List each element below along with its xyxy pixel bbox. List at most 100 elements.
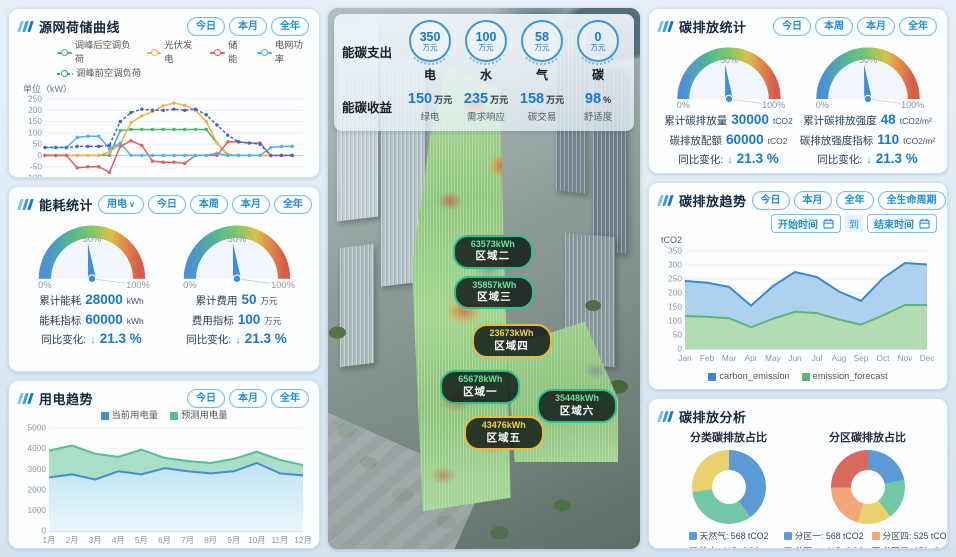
svg-text:Jan: Jan bbox=[678, 353, 692, 363]
legend-square-marker bbox=[783, 531, 792, 540]
panel-title: 用电趋势 bbox=[39, 392, 94, 407]
region-label-3[interactable]: 35857kWh 区域三 bbox=[454, 275, 535, 310]
svg-text:50%: 50% bbox=[227, 234, 246, 244]
donut-legend: 天然气: 568 tCO2热力: 465 tCO2电力: 385 tCO2 bbox=[688, 529, 768, 548]
region-label-2[interactable]: 63573kWh 区域二 bbox=[452, 235, 533, 269]
region-label-5[interactable]: 43476kWh 区域五 bbox=[463, 416, 544, 450]
legend-item: 天然气: 568 tCO2 bbox=[688, 529, 768, 542]
legend-label: 当前用电量 bbox=[111, 410, 159, 420]
kpi-value: 100 bbox=[475, 29, 497, 44]
legend-label: 分区五: 659 tCO2 bbox=[883, 544, 948, 548]
legend-label: 光伏发电 bbox=[164, 40, 193, 64]
kpi-name: 绿电 bbox=[420, 111, 440, 123]
month-button[interactable]: 本月 bbox=[857, 17, 895, 36]
svg-text:9月: 9月 bbox=[227, 535, 240, 545]
svg-text:Sep: Sep bbox=[854, 353, 869, 363]
kpi-circle: 350 万元 bbox=[406, 20, 454, 65]
yoy-label: 同比变化: bbox=[186, 334, 232, 347]
legend-square-marker bbox=[871, 531, 880, 540]
legend-item: 调峰后空调负荷 bbox=[57, 39, 135, 67]
left-column: 源网荷储曲线 今日 本月 全年 调峰后空调负荷 光伏发电 储能 电网功率 调峰前空调负… bbox=[8, 8, 320, 549]
yoy-label: 同比变化: bbox=[817, 154, 863, 167]
legend-item: 光伏发电 bbox=[146, 39, 199, 67]
stat-unit: kWh bbox=[126, 296, 144, 306]
legend-label: emission_forecast bbox=[812, 371, 888, 381]
region-label-1[interactable]: 65678kWh 区域一 bbox=[440, 370, 521, 404]
gauges-row: 0% 50% 100% 累计碳排放量 30000 tCO2 碳排放配额 60000 tCO2… bbox=[659, 38, 937, 169]
donut-legend: 分区一: 568 tCO2分区二: 465 tCO2分区三: 385 tCO2分… bbox=[783, 529, 948, 548]
zone-emission-block: 分区碳排放占比 分区一: 568 tCO2分区二: 465 tCO2分区三: 3… bbox=[783, 429, 947, 548]
stat-label: 累计碳排放强度 bbox=[803, 115, 877, 127]
right-column: 碳排放统计 今日 本周 本月 全年 0% 50% 100% 累计碳排放量 30000 t… bbox=[648, 8, 948, 549]
kpi-unit: 万元 bbox=[434, 95, 453, 105]
today-button[interactable]: 今日 bbox=[773, 17, 811, 36]
legend-label: 调峰前空调负荷 bbox=[76, 67, 142, 78]
panel-header: 用电趋势 今日 本月 全年 bbox=[17, 389, 309, 408]
svg-text:6月: 6月 bbox=[158, 535, 171, 545]
month-button[interactable]: 本月 bbox=[231, 195, 270, 214]
stat-label: 碳排放配额 bbox=[669, 134, 723, 147]
today-button[interactable]: 今日 bbox=[751, 191, 790, 210]
svg-text:50%: 50% bbox=[719, 55, 737, 65]
month-button[interactable]: 本月 bbox=[229, 389, 267, 408]
kpi-unit: 万元 bbox=[490, 95, 509, 105]
lifecycle-button[interactable]: 全生命周期 bbox=[877, 191, 946, 210]
svg-text:Oct: Oct bbox=[877, 353, 891, 363]
panel-header: 碳排放统计 今日 本周 本月 全年 bbox=[657, 17, 937, 36]
energy-type-dropdown[interactable]: 用电 ∨ bbox=[98, 195, 144, 214]
energy-total-gauge: 0% 50% 100% 累计能耗 28000 kWh 能耗指标 60000 kWh 同比变化… bbox=[21, 216, 163, 349]
region-label-4[interactable]: 23673kWh 区域四 bbox=[471, 324, 552, 358]
svg-text:4月: 4月 bbox=[112, 535, 125, 545]
svg-text:50: 50 bbox=[33, 139, 43, 149]
svg-text:Apr: Apr bbox=[745, 353, 758, 363]
panel-source-grid-curve: 源网荷储曲线 今日 本月 全年 调峰后空调负荷 光伏发电 储能 电网功率 调峰前空调负… bbox=[8, 8, 320, 178]
time-filter-buttons: 用电 ∨ 今日 本周 本月 全年 bbox=[98, 195, 312, 214]
stat-value: 30000 bbox=[731, 112, 769, 127]
region-label-6[interactable]: 35448kWh 区域六 bbox=[537, 389, 618, 423]
legend-square-marker bbox=[871, 546, 880, 548]
legend-label: 热力: 465 tCO2 bbox=[700, 544, 760, 548]
end-date-picker[interactable]: 结束时间 bbox=[867, 214, 937, 233]
week-button[interactable]: 本周 bbox=[189, 195, 228, 214]
svg-text:7月: 7月 bbox=[181, 535, 194, 545]
stat-unit: kWh bbox=[126, 315, 144, 326]
expense-label: 能碳支出 bbox=[342, 46, 393, 60]
svg-text:3月: 3月 bbox=[89, 535, 102, 545]
power-trend-area-chart: 0 1000 2000 3000 4000 5000 1月 2月 3月 4月 5月 6月 7月 8月 9月 1… bbox=[28, 423, 312, 545]
stat-unit: 万元 bbox=[260, 296, 278, 306]
income-row: 能碳收益 150 万元 绿电 235 万元 需求响应 158 万元 碳交易 bbox=[342, 90, 626, 123]
year-button[interactable]: 全年 bbox=[271, 389, 309, 408]
panel-carbon-stats: 碳排放统计 今日 本周 本月 全年 0% 50% 100% 累计碳排放量 30000 t… bbox=[648, 8, 948, 174]
month-button[interactable]: 本月 bbox=[793, 191, 832, 210]
legend-square-marker bbox=[100, 411, 109, 420]
stat-unit: tCO2 bbox=[772, 116, 793, 126]
year-button[interactable]: 全年 bbox=[899, 17, 937, 36]
svg-text:0%: 0% bbox=[38, 280, 51, 290]
legend-line-marker bbox=[210, 48, 226, 57]
svg-text:200: 200 bbox=[668, 288, 682, 298]
today-button[interactable]: 今日 bbox=[187, 17, 225, 36]
kpi-unit: 万元 bbox=[534, 42, 550, 52]
year-button[interactable]: 全年 bbox=[273, 195, 312, 214]
kpi-name: 水 bbox=[479, 68, 492, 82]
stat-value: 110 bbox=[877, 131, 900, 147]
yoy-label: 同比变化: bbox=[678, 154, 724, 167]
svg-text:300: 300 bbox=[668, 260, 682, 270]
panel-slashes-icon bbox=[17, 199, 34, 210]
year-button[interactable]: 全年 bbox=[271, 17, 309, 36]
start-date-picker[interactable]: 开始时间 bbox=[771, 214, 841, 233]
legend-row-2: 调峰前空调负荷 bbox=[57, 67, 309, 81]
week-button[interactable]: 本周 bbox=[815, 17, 853, 36]
down-arrow-icon: ↓ bbox=[866, 154, 872, 167]
svg-text:350: 350 bbox=[668, 246, 682, 256]
month-button[interactable]: 本月 bbox=[229, 17, 267, 36]
year-button[interactable]: 全年 bbox=[835, 191, 874, 210]
svg-text:Feb: Feb bbox=[700, 353, 715, 363]
svg-text:4000: 4000 bbox=[28, 443, 47, 453]
today-button[interactable]: 今日 bbox=[147, 195, 186, 214]
date-range-row: 开始时间 到 结束时间 bbox=[659, 214, 937, 233]
expense-item-water: 100 万元 水 bbox=[458, 20, 514, 83]
today-button[interactable]: 今日 bbox=[187, 389, 225, 408]
